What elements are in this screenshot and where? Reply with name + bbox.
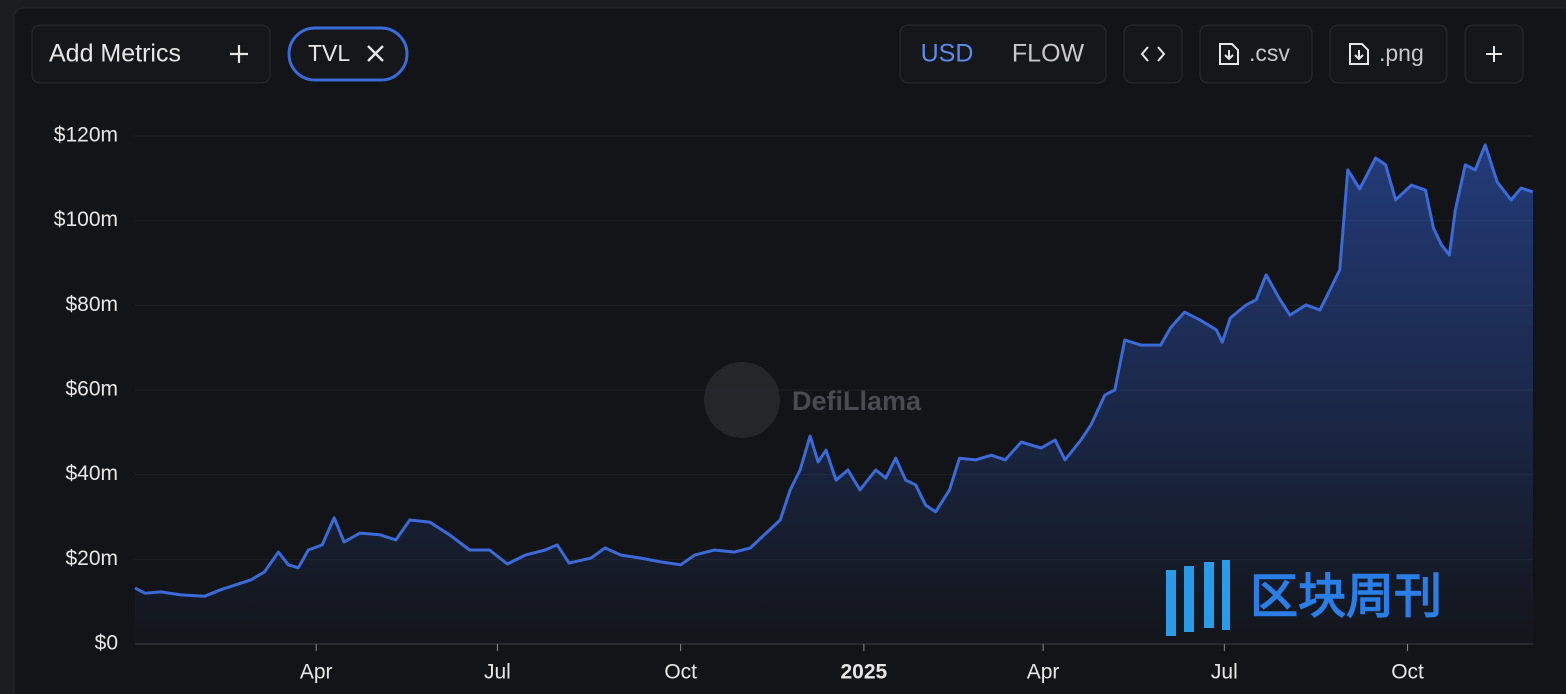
close-icon[interactable]	[367, 45, 384, 62]
currency-option[interactable]: FLOW	[1012, 40, 1085, 68]
tvl-line	[134, 143, 1534, 598]
x-tick-label: Oct	[664, 661, 697, 684]
x-tick-label: Apr	[300, 661, 333, 684]
file-icon	[1219, 43, 1239, 65]
area-fill	[135, 144, 1533, 644]
plot	[134, 143, 1534, 644]
x-tick-label: Oct	[1391, 661, 1424, 684]
x-tick-label: 2025	[841, 661, 888, 684]
publisher-text: 区块周刊	[1250, 571, 1442, 624]
plus-icon	[230, 45, 248, 63]
y-tick-label: $100m	[54, 208, 118, 231]
metric-pill[interactable]	[287, 26, 409, 82]
x-tick-label: Jul	[484, 661, 511, 684]
csv-button[interactable]	[1199, 24, 1313, 84]
y-tick-label: $60m	[65, 378, 118, 401]
metric-pill-label: TVL	[308, 40, 350, 66]
currency-toggle	[899, 24, 1107, 84]
y-tick-label: $0	[95, 632, 118, 655]
y-tick-label: $80m	[65, 293, 118, 316]
y-tick-label: $40m	[65, 462, 118, 485]
code-icon	[1140, 46, 1166, 62]
embed-button[interactable]	[1123, 24, 1183, 84]
currency-option[interactable]: USD	[921, 40, 974, 68]
png-label: .png	[1379, 40, 1424, 66]
y-tick-label: $120m	[54, 124, 118, 147]
add-metrics-button[interactable]	[31, 24, 271, 84]
y-tick-label: $20m	[65, 547, 118, 570]
watermark-logo	[704, 362, 780, 438]
plus-icon	[1486, 46, 1502, 62]
publisher-logo	[1166, 560, 1230, 636]
png-button[interactable]	[1329, 24, 1448, 84]
x-tick-label: Jul	[1211, 661, 1238, 684]
watermark-text: DefiLlama	[792, 386, 922, 416]
file-icon	[1349, 43, 1369, 65]
csv-label: .csv	[1249, 40, 1290, 66]
add-metrics-label: Add Metrics	[49, 40, 181, 68]
x-tick-label: Apr	[1027, 661, 1060, 684]
